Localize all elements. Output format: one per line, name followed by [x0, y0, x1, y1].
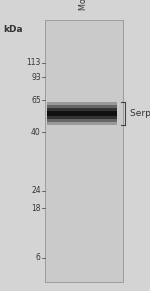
Bar: [46, 105, 117, 108]
Bar: [46, 102, 117, 105]
Text: 40: 40: [31, 128, 41, 137]
Bar: [46, 111, 117, 113]
Bar: [46, 113, 117, 116]
Text: 113: 113: [26, 58, 41, 67]
Text: 93: 93: [31, 73, 41, 81]
Bar: [46, 122, 117, 125]
Bar: [46, 119, 117, 122]
Text: 6: 6: [36, 253, 41, 262]
Text: 18: 18: [31, 204, 41, 212]
Text: 65: 65: [31, 96, 41, 105]
Text: 24: 24: [31, 186, 41, 195]
Bar: [46, 116, 117, 119]
Text: kDa: kDa: [3, 25, 23, 34]
Text: Mouse Liver: Mouse Liver: [79, 0, 88, 10]
Bar: [45, 20, 123, 282]
Bar: [46, 108, 117, 111]
Text: Serpin A8: Serpin A8: [130, 109, 150, 118]
